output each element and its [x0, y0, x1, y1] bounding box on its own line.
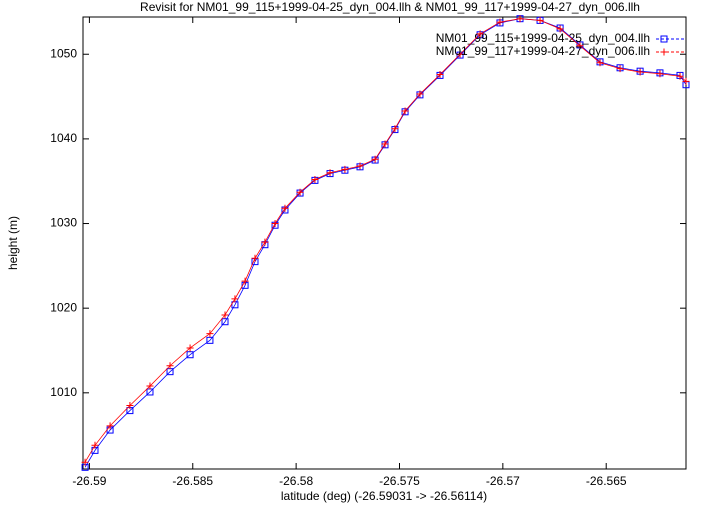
y-tick-label: 1040 — [50, 131, 77, 145]
data-point — [91, 441, 99, 449]
data-point — [436, 71, 444, 79]
data-point — [206, 336, 214, 344]
data-point — [636, 68, 644, 76]
data-point — [456, 50, 464, 58]
data-point — [536, 16, 544, 24]
data-point — [596, 59, 604, 67]
data-point — [656, 70, 664, 78]
data-point — [556, 25, 564, 33]
data-point — [416, 90, 424, 98]
series-line — [84, 18, 687, 468]
data-point — [296, 188, 304, 196]
data-point — [496, 18, 504, 26]
legend-label: NM01_99_115+1999-04-25_dyn_004.llh — [436, 31, 650, 45]
data-point — [271, 220, 279, 228]
data-point — [356, 162, 364, 170]
data-point — [401, 107, 409, 115]
x-tick-label: -26.59 — [72, 474, 106, 488]
y-tick-label: 1050 — [50, 46, 77, 60]
data-point — [221, 311, 229, 319]
data-point — [206, 330, 214, 338]
data-point — [381, 140, 389, 148]
y-tick-label: 1020 — [50, 300, 77, 314]
data-point — [106, 422, 114, 430]
data-point — [682, 77, 690, 85]
y-tick-label: 1030 — [50, 216, 77, 230]
data-point — [186, 344, 194, 352]
legend-marker — [660, 35, 668, 43]
data-point — [146, 382, 154, 390]
data-point — [221, 318, 229, 326]
y-tick-label: 1010 — [50, 385, 77, 399]
data-point — [326, 169, 334, 177]
data-point — [126, 402, 134, 410]
x-axis-label: latitude (deg) (-26.59031 -> -26.56114) — [281, 489, 487, 503]
data-point — [371, 155, 379, 163]
data-point — [676, 72, 684, 80]
data-point — [576, 42, 584, 50]
legend-label: NM01_99_117+1999-04-27_dyn_006.llh — [436, 44, 650, 58]
chart-title: Revisit for NM01_99_115+1999-04-25_dyn_0… — [140, 0, 640, 14]
data-point — [391, 125, 399, 133]
x-tick-label: -26.585 — [172, 474, 213, 488]
data-point — [281, 204, 289, 212]
data-point — [616, 65, 624, 73]
data-point — [341, 165, 349, 173]
data-point — [251, 254, 259, 262]
data-point — [166, 362, 174, 370]
data-point — [186, 351, 194, 359]
data-point — [516, 15, 524, 23]
y-axis-label: height (m) — [6, 216, 20, 270]
x-tick-label: -26.575 — [379, 474, 420, 488]
x-tick-label: -26.565 — [586, 474, 627, 488]
data-point — [311, 176, 319, 184]
data-point — [241, 277, 249, 285]
series-line — [84, 18, 687, 463]
data-point — [81, 458, 89, 466]
x-tick-label: -26.57 — [486, 474, 520, 488]
data-point — [261, 238, 269, 246]
x-tick-label: -26.58 — [279, 474, 313, 488]
legend-marker — [660, 48, 668, 56]
plot-border — [82, 16, 687, 470]
data-point — [476, 30, 484, 38]
data-point — [231, 295, 239, 303]
